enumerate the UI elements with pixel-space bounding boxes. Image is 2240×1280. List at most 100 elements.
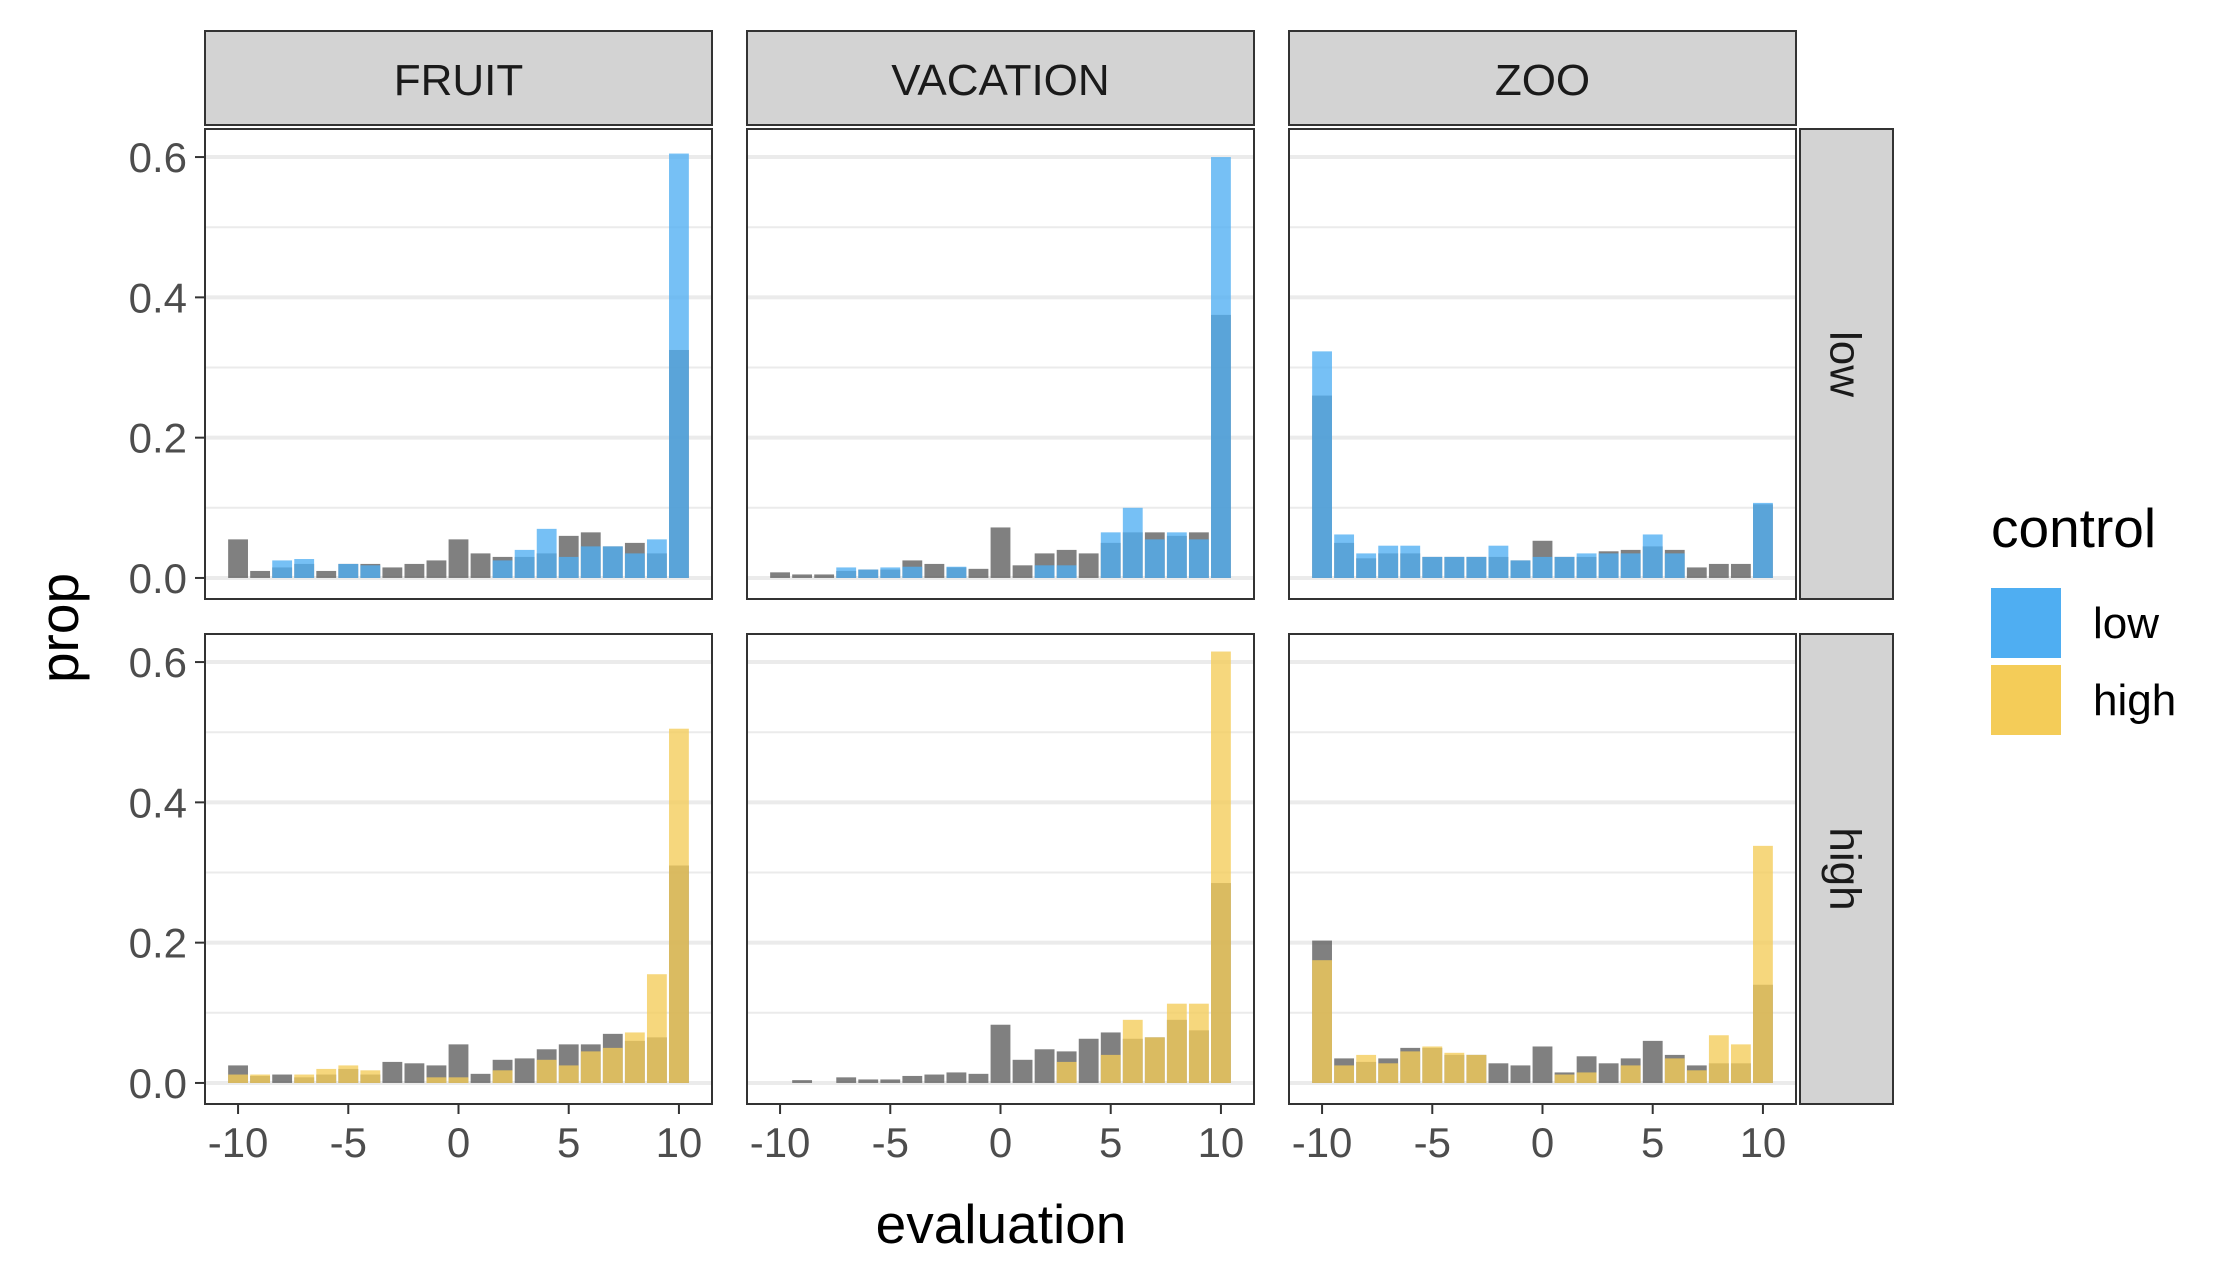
- row-strip-label: high: [1821, 827, 1870, 910]
- bar-gray: [382, 567, 403, 578]
- bar-low: [1166, 532, 1187, 578]
- row-strip-label: low: [1821, 331, 1870, 397]
- row-strip-high: [1799, 633, 1894, 1105]
- bar-low: [1378, 545, 1399, 578]
- bar-high: [1422, 1046, 1443, 1083]
- bar-high: [338, 1065, 359, 1083]
- bar-high: [624, 1032, 645, 1083]
- y-axis: 0.0 0.2 0.4 0.6 0.0 0.2 0.4 0.6: [129, 134, 205, 1107]
- bar-gray: [250, 570, 271, 578]
- column-strip-label: ZOO: [1495, 56, 1590, 105]
- bar-low: [1664, 553, 1685, 578]
- panel-fruit-high: [204, 633, 713, 1105]
- bar-gray: [968, 1073, 989, 1083]
- y-tick-label: 0.6: [129, 134, 187, 181]
- x-tick-label: 10: [1740, 1119, 1787, 1166]
- panel-background: [747, 129, 1254, 599]
- bar-low: [1312, 351, 1332, 578]
- x-tick-label: 5: [1641, 1119, 1664, 1166]
- bar-high: [1056, 1061, 1077, 1083]
- bar-high: [294, 1074, 315, 1083]
- bar-gray: [946, 1072, 967, 1083]
- panel-border: [204, 128, 713, 600]
- bar-high: [536, 1059, 557, 1083]
- y-tick-label: 0.2: [129, 415, 187, 462]
- bar-gray: [814, 574, 835, 578]
- y-tick-label: 0.0: [129, 555, 187, 602]
- panel-fruit-low: [204, 128, 713, 600]
- legend-label-high: high: [2093, 676, 2176, 725]
- bar-low: [1356, 553, 1377, 578]
- bar-low: [1488, 545, 1509, 578]
- bar-low: [1188, 539, 1209, 578]
- bar-low: [1642, 534, 1663, 578]
- bar-low: [669, 153, 689, 578]
- bar-gray: [792, 1080, 813, 1083]
- legend-label-low: low: [2093, 599, 2159, 648]
- bar-gray: [1708, 563, 1729, 578]
- x-tick-label: -5: [872, 1119, 909, 1166]
- bar-high: [1100, 1054, 1121, 1083]
- bar-high: [492, 1070, 513, 1083]
- column-strip-zoo: [1288, 30, 1797, 126]
- y-tick-label: 0.0: [129, 1060, 187, 1107]
- bar-high: [426, 1077, 447, 1083]
- bar-high: [1444, 1052, 1465, 1083]
- bar-low: [902, 566, 923, 578]
- bar-low: [294, 559, 315, 578]
- panel-background: [1289, 129, 1796, 599]
- x-tick-label: -10: [750, 1119, 811, 1166]
- bar-low: [1034, 565, 1055, 578]
- bar-high: [1400, 1051, 1421, 1083]
- x-tick-label: 0: [447, 1119, 470, 1166]
- bar-gray: [1598, 1063, 1619, 1083]
- bar-gray: [272, 1074, 293, 1083]
- bar-high: [1576, 1072, 1597, 1083]
- bar-high: [1466, 1054, 1487, 1083]
- bar-gray: [1078, 553, 1099, 578]
- bar-high: [1356, 1054, 1377, 1083]
- legend: control low high: [1991, 497, 2176, 735]
- panel-background: [1289, 634, 1796, 1104]
- column-strip-fruit: [204, 30, 713, 126]
- bar-low: [1444, 556, 1465, 578]
- bar-low: [880, 567, 901, 578]
- bar-gray: [1034, 1049, 1055, 1083]
- bar-low: [338, 563, 359, 578]
- bar-low: [360, 565, 381, 578]
- legend-key-low: [1991, 588, 2061, 658]
- bar-gray: [836, 1077, 857, 1083]
- bar-low: [858, 569, 879, 578]
- x-tick-label: -5: [1414, 1119, 1451, 1166]
- bar-low: [836, 567, 857, 578]
- bar-high: [360, 1070, 381, 1083]
- bar-gray: [1012, 565, 1033, 578]
- row-strip-low: [1799, 128, 1894, 600]
- column-strip-vacation: [746, 30, 1255, 126]
- bar-low: [536, 528, 557, 578]
- bar-low: [1400, 545, 1421, 578]
- bar-low: [946, 566, 967, 578]
- column-strips: FRUIT VACATION ZOO: [204, 30, 1797, 126]
- bar-gray: [1012, 1059, 1033, 1083]
- bar-high: [1211, 651, 1231, 1083]
- bar-gray: [770, 572, 790, 578]
- bar-high: [1730, 1044, 1751, 1083]
- bar-low: [1576, 553, 1597, 578]
- bar-high: [1708, 1035, 1729, 1083]
- panel-zoo-high: [1288, 633, 1797, 1105]
- bar-low: [492, 560, 513, 578]
- y-tick-label: 0.4: [129, 274, 187, 321]
- bar-gray: [1730, 563, 1751, 578]
- bar-high: [646, 974, 667, 1083]
- bar-gray: [990, 1024, 1011, 1083]
- y-tick-label: 0.2: [129, 920, 187, 967]
- panel-vacation-high: [746, 633, 1255, 1105]
- bar-low: [646, 539, 667, 578]
- bar-gray: [316, 570, 337, 578]
- legend-title: control: [1991, 497, 2156, 559]
- bar-gray: [426, 560, 447, 578]
- x-tick-label: -5: [330, 1119, 367, 1166]
- bar-high: [228, 1074, 248, 1083]
- bar-gray: [858, 1079, 879, 1083]
